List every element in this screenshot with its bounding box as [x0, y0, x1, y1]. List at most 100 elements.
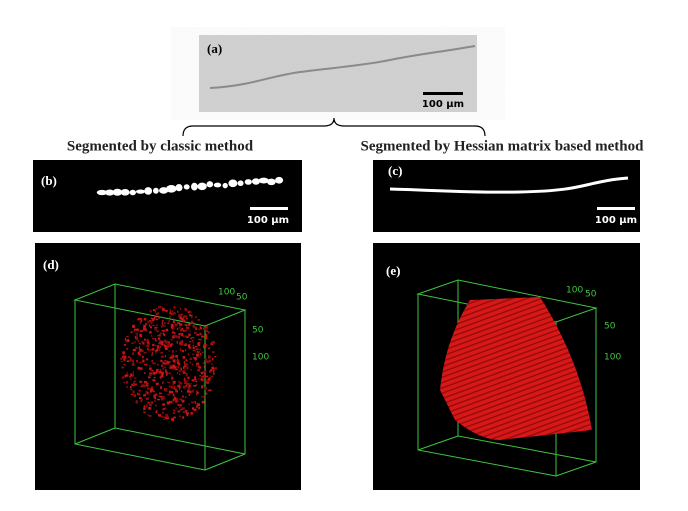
axis-tick-label: 50	[252, 326, 264, 336]
speckle	[165, 368, 167, 372]
speckle	[127, 355, 130, 359]
speckle	[198, 356, 201, 358]
speckle	[168, 390, 172, 394]
segment-blob	[222, 182, 228, 189]
speckle	[212, 351, 215, 353]
speckle	[202, 327, 206, 330]
speckle	[158, 342, 160, 345]
speckle	[202, 378, 204, 382]
speckle	[192, 353, 194, 355]
speckle	[157, 371, 160, 374]
speckle	[186, 412, 188, 416]
speckle	[134, 383, 137, 386]
speckle	[180, 313, 183, 315]
speckle	[158, 392, 162, 395]
speckle	[182, 319, 186, 323]
speckle	[179, 343, 182, 346]
speckle	[195, 364, 198, 367]
speckle	[178, 370, 181, 372]
speckle	[181, 407, 185, 410]
speckle	[151, 334, 153, 338]
speckle	[133, 384, 136, 387]
speckle	[167, 381, 171, 384]
speckle	[196, 405, 198, 408]
speckle	[137, 319, 139, 321]
speckle	[193, 385, 196, 387]
speckle	[162, 408, 165, 411]
speckle	[202, 362, 204, 364]
speckle	[170, 327, 174, 329]
speckle	[122, 354, 124, 358]
speckle	[194, 376, 197, 379]
panel-label: (b)	[41, 173, 57, 188]
speckle	[169, 356, 173, 359]
speckle	[184, 335, 188, 338]
speckle	[124, 337, 127, 341]
speckle	[156, 330, 159, 332]
speckle	[139, 355, 141, 357]
speckle	[135, 332, 138, 334]
speckle	[159, 341, 161, 344]
segment-blob	[153, 187, 159, 194]
speckle	[209, 359, 211, 363]
speckle	[130, 331, 133, 333]
speckle	[138, 353, 142, 355]
speckle	[175, 407, 178, 409]
speckle	[152, 362, 155, 365]
speckle	[203, 365, 205, 368]
speckle	[196, 351, 199, 353]
speckle	[126, 336, 129, 338]
speckle	[210, 375, 214, 378]
speckle	[167, 322, 170, 325]
speckle	[159, 395, 162, 398]
speckle	[191, 339, 194, 342]
speckle	[161, 364, 163, 368]
speckle	[214, 356, 217, 358]
speckle	[144, 372, 146, 374]
speckle	[174, 306, 176, 309]
speckle	[196, 403, 198, 407]
speckle	[198, 366, 201, 369]
speckle	[159, 346, 162, 348]
speckle	[140, 330, 142, 333]
speckle	[120, 357, 122, 361]
speckle	[211, 363, 213, 365]
speckle	[132, 361, 135, 364]
speckle	[164, 310, 168, 312]
speckle	[170, 390, 174, 393]
speckle	[175, 399, 178, 403]
speckle	[154, 344, 157, 347]
speckle	[171, 330, 174, 334]
speckle	[123, 355, 127, 359]
segment-blob	[244, 179, 252, 185]
axis-tick-label: 50	[585, 290, 597, 300]
speckle	[153, 400, 156, 402]
speckle	[193, 357, 197, 359]
speckle	[164, 360, 167, 362]
speckle	[142, 355, 144, 359]
speckle	[197, 319, 201, 321]
speckle	[182, 366, 185, 370]
speckle	[200, 378, 204, 381]
speckle	[154, 310, 156, 313]
speckle	[186, 412, 189, 415]
speckle	[158, 395, 161, 398]
speckle	[168, 372, 171, 375]
speckle	[164, 407, 167, 410]
speckle	[200, 352, 202, 356]
segment-blob	[213, 182, 222, 188]
speckle	[187, 323, 191, 326]
brace	[182, 117, 486, 137]
speckle	[158, 315, 160, 319]
speckle	[211, 366, 215, 370]
speckle	[170, 385, 174, 389]
speckle	[176, 327, 179, 330]
speckle	[195, 316, 197, 318]
speckle	[136, 399, 138, 403]
speckle	[166, 401, 170, 405]
speckle	[205, 375, 209, 377]
speckle	[147, 397, 149, 401]
speckle	[182, 356, 186, 359]
speckle	[179, 348, 182, 352]
speckle	[199, 334, 203, 336]
